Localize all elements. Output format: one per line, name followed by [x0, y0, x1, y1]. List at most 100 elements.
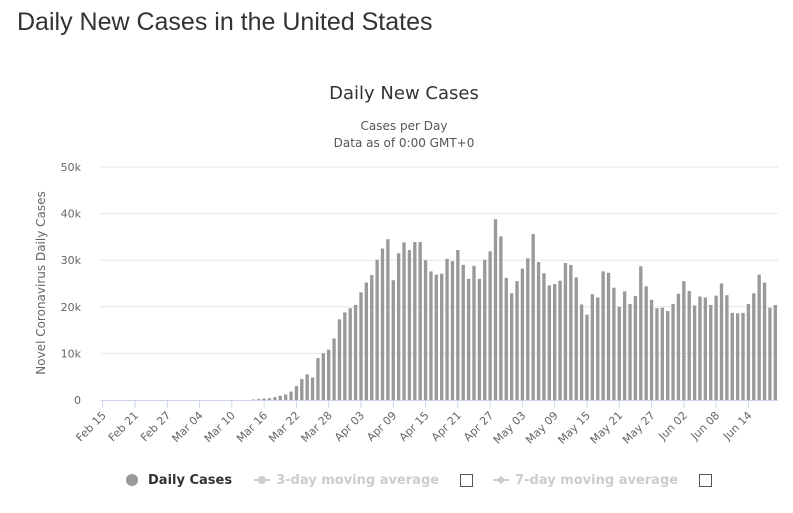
bar[interactable] — [418, 242, 422, 400]
bar[interactable] — [660, 307, 664, 400]
bar[interactable] — [520, 268, 525, 400]
bar[interactable] — [596, 297, 600, 400]
bar[interactable] — [762, 282, 767, 400]
bar[interactable] — [461, 264, 465, 400]
bar[interactable] — [569, 264, 573, 400]
bar[interactable] — [321, 353, 325, 400]
bar[interactable] — [730, 312, 734, 400]
bar[interactable] — [380, 248, 385, 400]
bar[interactable] — [628, 304, 632, 400]
bar[interactable] — [391, 280, 395, 400]
bar[interactable] — [337, 319, 342, 400]
bar[interactable] — [434, 274, 438, 400]
bar[interactable] — [413, 242, 417, 400]
bar[interactable] — [649, 299, 654, 400]
bar[interactable] — [353, 304, 358, 400]
bar[interactable] — [310, 377, 315, 400]
bar[interactable] — [364, 282, 369, 400]
bar[interactable] — [316, 358, 320, 400]
bar[interactable] — [477, 278, 482, 400]
bar[interactable] — [563, 263, 568, 400]
bar[interactable] — [509, 293, 514, 400]
bar[interactable] — [633, 296, 638, 400]
legend-item-7-day-average[interactable]: 7-day moving average — [493, 473, 678, 488]
bar[interactable] — [504, 277, 508, 400]
bar[interactable] — [327, 349, 331, 400]
bar[interactable] — [407, 249, 412, 400]
bar[interactable] — [493, 219, 498, 400]
bar[interactable] — [579, 304, 584, 400]
bar[interactable] — [348, 308, 352, 400]
bar[interactable] — [639, 266, 643, 400]
legend-item-daily-cases[interactable]: Daily Cases — [126, 473, 232, 488]
bar[interactable] — [300, 379, 304, 400]
bar[interactable] — [515, 281, 519, 400]
bar[interactable] — [590, 294, 595, 400]
bar[interactable] — [553, 283, 557, 400]
bar[interactable] — [359, 292, 363, 400]
bar[interactable] — [666, 310, 670, 400]
bar[interactable] — [456, 249, 460, 400]
bar[interactable] — [692, 305, 697, 400]
bar[interactable] — [558, 280, 562, 400]
bar[interactable] — [617, 306, 621, 400]
bar[interactable] — [472, 265, 476, 400]
bar[interactable] — [429, 271, 433, 400]
checkbox-3-day-average[interactable] — [460, 473, 474, 487]
bar[interactable] — [757, 274, 761, 400]
bar[interactable] — [725, 295, 729, 400]
bar[interactable] — [450, 261, 455, 400]
bar[interactable] — [423, 260, 428, 400]
bar[interactable] — [267, 398, 272, 400]
bar[interactable] — [402, 242, 406, 400]
bar[interactable] — [698, 296, 702, 400]
bar[interactable] — [283, 394, 288, 400]
bar[interactable] — [386, 239, 390, 400]
bar[interactable] — [343, 312, 347, 400]
checkbox-7-day-average[interactable] — [699, 473, 713, 487]
bar[interactable] — [671, 304, 675, 400]
bar[interactable] — [735, 313, 740, 400]
bar[interactable] — [531, 234, 535, 400]
bar[interactable] — [585, 314, 589, 400]
bar[interactable] — [375, 259, 379, 400]
bar[interactable] — [273, 397, 277, 400]
bar[interactable] — [542, 273, 546, 400]
bar[interactable] — [445, 258, 449, 400]
bar[interactable] — [703, 297, 708, 400]
bar[interactable] — [547, 285, 551, 400]
bar[interactable] — [612, 287, 616, 400]
bar[interactable] — [682, 281, 686, 400]
bar[interactable] — [768, 307, 772, 400]
bar[interactable] — [305, 374, 309, 400]
bar[interactable] — [483, 259, 487, 400]
bar[interactable] — [606, 272, 611, 400]
bar[interactable] — [466, 278, 471, 400]
bar[interactable] — [289, 391, 293, 400]
bar[interactable] — [536, 262, 541, 400]
bar[interactable] — [574, 277, 578, 400]
bar[interactable] — [440, 273, 444, 400]
legend-item-3-day-average[interactable]: 3-day moving average — [254, 473, 439, 488]
bar[interactable] — [526, 258, 530, 400]
bar[interactable] — [714, 295, 718, 400]
bar[interactable] — [262, 398, 266, 400]
bar[interactable] — [687, 290, 691, 400]
bar[interactable] — [257, 399, 261, 400]
bar[interactable] — [676, 293, 681, 400]
bar[interactable] — [370, 275, 374, 400]
bar[interactable] — [601, 271, 605, 400]
bar[interactable] — [644, 286, 648, 400]
bar[interactable] — [773, 304, 777, 400]
bar[interactable] — [655, 308, 659, 400]
bar[interactable] — [709, 304, 713, 400]
bar[interactable] — [396, 253, 401, 400]
bar[interactable] — [499, 236, 503, 400]
bar[interactable] — [294, 386, 299, 400]
bar[interactable] — [746, 304, 751, 400]
bar[interactable] — [719, 283, 724, 401]
bar[interactable] — [622, 291, 627, 400]
bar[interactable] — [278, 395, 282, 400]
bar[interactable] — [488, 251, 492, 400]
bar[interactable] — [741, 312, 745, 400]
